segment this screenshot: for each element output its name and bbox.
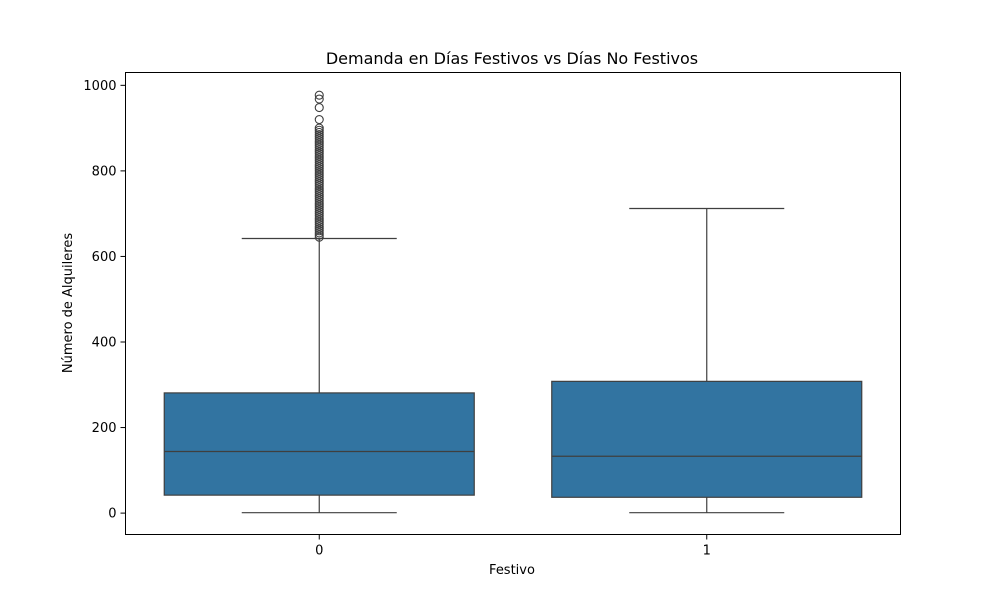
- box: [551, 380, 863, 498]
- outlier-point: [314, 94, 324, 104]
- y-axis: 0 200 400 600 800 1000: [83, 79, 126, 522]
- y-tick-label: 1000: [83, 79, 116, 94]
- outlier-point: [314, 123, 324, 133]
- plot-area: [163, 90, 863, 514]
- outlier-point: [314, 90, 324, 100]
- x-axis-label: Festivo: [489, 563, 535, 578]
- axes-frame: [125, 72, 901, 535]
- x-tick-label: 1: [703, 544, 711, 559]
- y-tick-label: 600: [92, 250, 117, 265]
- chart-title: Demanda en Días Festivos vs Días No Fest…: [326, 49, 698, 68]
- box-group-1: [551, 207, 863, 514]
- y-tick-label: 0: [108, 507, 116, 522]
- y-tick-label: 400: [92, 336, 117, 351]
- y-axis-label: Número de Alquileres: [61, 233, 76, 373]
- outlier-point: [314, 115, 324, 125]
- outlier-point: [314, 103, 324, 113]
- y-tick-label: 800: [92, 164, 117, 179]
- box: [163, 392, 475, 496]
- box-group-0: [163, 90, 475, 514]
- x-tick-label: 0: [315, 544, 323, 559]
- y-tick-label: 200: [92, 421, 117, 436]
